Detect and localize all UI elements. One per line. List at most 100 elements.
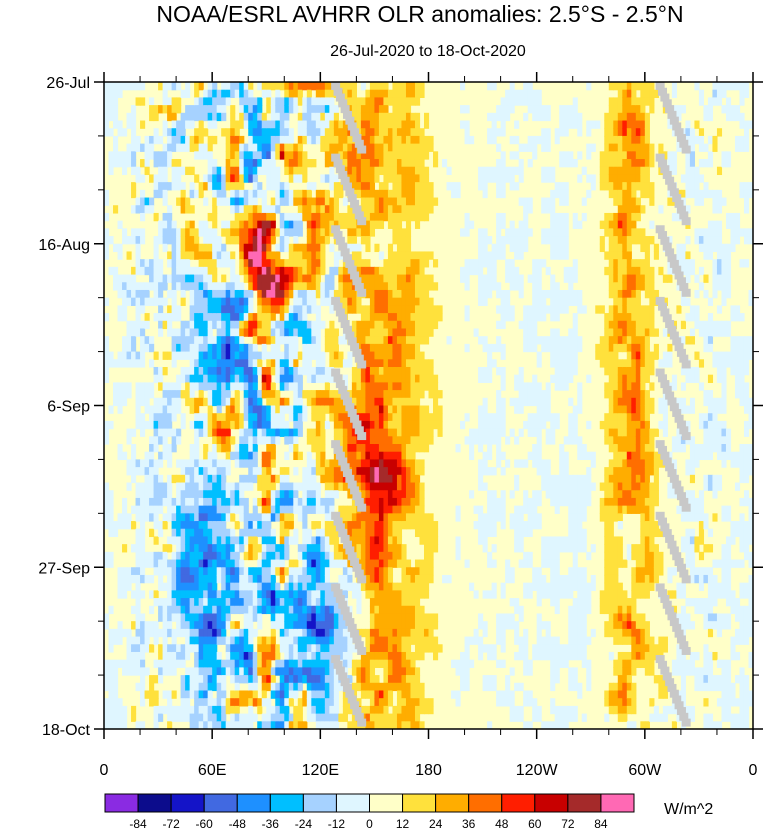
heatmap-cell xyxy=(257,436,263,445)
heatmap-cell xyxy=(374,474,380,484)
heatmap-cell xyxy=(311,243,317,253)
heatmap-cell xyxy=(423,135,430,145)
heatmap-cell xyxy=(275,721,281,729)
heatmap-cell xyxy=(261,220,267,229)
heatmap-cell xyxy=(356,297,362,306)
heatmap-cell xyxy=(293,490,299,499)
heatmap-cell xyxy=(360,551,367,561)
heatmap-cell xyxy=(455,659,461,668)
heatmap-cell xyxy=(212,135,218,145)
heatmap-cell xyxy=(140,413,146,422)
heatmap-cell xyxy=(252,390,258,399)
heatmap-cell xyxy=(180,390,186,399)
heatmap-cell xyxy=(279,551,285,561)
heatmap-cell xyxy=(311,544,317,553)
heatmap-cell xyxy=(293,359,299,368)
heatmap-cell xyxy=(189,467,195,476)
heatmap-cell xyxy=(266,289,272,299)
heatmap-cell xyxy=(171,182,177,191)
heatmap-cell xyxy=(329,112,335,122)
heatmap-cell xyxy=(261,436,267,445)
heatmap-cell xyxy=(279,559,285,568)
heatmap-cell xyxy=(414,482,421,491)
heatmap-cell xyxy=(419,605,425,615)
heatmap-cell xyxy=(356,397,362,407)
heatmap-cell xyxy=(275,112,281,122)
heatmap-cell xyxy=(410,675,416,684)
heatmap-cell xyxy=(288,197,294,206)
heatmap-cell xyxy=(212,228,218,237)
heatmap-cell xyxy=(158,428,164,437)
heatmap-cell xyxy=(176,135,182,145)
heatmap-cell xyxy=(189,482,195,491)
heatmap-cell xyxy=(351,644,357,653)
heatmap-cell xyxy=(356,105,362,114)
heatmap-cell xyxy=(392,598,398,607)
heatmap-cell xyxy=(275,336,281,345)
heatmap-cell xyxy=(234,574,240,584)
heatmap-cell xyxy=(293,451,299,461)
heatmap-cell xyxy=(405,605,412,615)
heatmap-cell xyxy=(320,189,326,199)
heatmap-cell xyxy=(243,189,249,199)
heatmap-cell xyxy=(203,336,209,345)
heatmap-cell xyxy=(180,690,186,699)
heatmap-cell xyxy=(419,567,425,576)
heatmap-cell xyxy=(333,205,339,214)
heatmap-cell xyxy=(351,212,357,222)
heatmap-cell xyxy=(374,482,380,491)
heatmap-cell xyxy=(203,328,209,337)
heatmap-cell xyxy=(198,328,204,337)
heatmap-cell xyxy=(356,551,362,561)
heatmap-cell xyxy=(252,220,258,229)
heatmap-cell xyxy=(153,374,159,383)
heatmap-cell xyxy=(401,89,407,99)
heatmap-cell xyxy=(315,89,321,99)
heatmap-cell xyxy=(293,159,299,168)
heatmap-cell xyxy=(243,713,249,722)
heatmap-cell xyxy=(320,474,326,484)
heatmap-cell xyxy=(392,289,398,299)
heatmap-cell xyxy=(252,143,258,152)
heatmap-cell xyxy=(288,605,294,615)
heatmap-cell xyxy=(171,328,177,337)
heatmap-cell xyxy=(338,628,344,638)
heatmap-cell xyxy=(162,397,168,407)
heatmap-cell xyxy=(378,705,385,715)
heatmap-cell xyxy=(239,297,245,306)
heatmap-cell xyxy=(311,390,317,399)
heatmap-cell xyxy=(387,374,394,383)
heatmap-cell xyxy=(360,151,367,160)
heatmap-cell xyxy=(387,536,394,545)
heatmap-cell xyxy=(293,212,299,222)
heatmap-cell xyxy=(230,289,236,299)
heatmap-cell xyxy=(297,505,303,514)
heatmap-cell xyxy=(383,343,389,353)
heatmap-cell xyxy=(279,189,285,199)
heatmap-cell xyxy=(311,651,317,661)
heatmap-cell xyxy=(396,359,403,368)
heatmap-cell xyxy=(140,490,146,499)
heatmap-cell xyxy=(311,405,317,414)
heatmap-cell xyxy=(360,544,367,553)
heatmap-cell xyxy=(225,482,231,491)
heatmap-cell xyxy=(194,667,200,676)
heatmap-cell xyxy=(225,82,231,91)
heatmap-cell xyxy=(212,444,218,453)
heatmap-cell xyxy=(212,305,218,314)
heatmap-cell xyxy=(221,628,227,638)
heatmap-cell xyxy=(311,621,317,630)
heatmap-cell xyxy=(387,159,394,168)
heatmap-cell xyxy=(104,343,110,353)
heatmap-cell xyxy=(239,698,245,707)
heatmap-cell xyxy=(320,444,326,453)
heatmap-cell xyxy=(122,128,128,137)
heatmap-cell xyxy=(216,713,222,722)
heatmap-cell xyxy=(207,313,213,322)
heatmap-cell xyxy=(414,505,421,514)
heatmap-cell xyxy=(104,228,110,237)
heatmap-cell xyxy=(396,282,403,291)
heatmap-cell xyxy=(414,82,421,91)
heatmap-cell xyxy=(266,482,272,491)
heatmap-cell xyxy=(293,174,299,183)
